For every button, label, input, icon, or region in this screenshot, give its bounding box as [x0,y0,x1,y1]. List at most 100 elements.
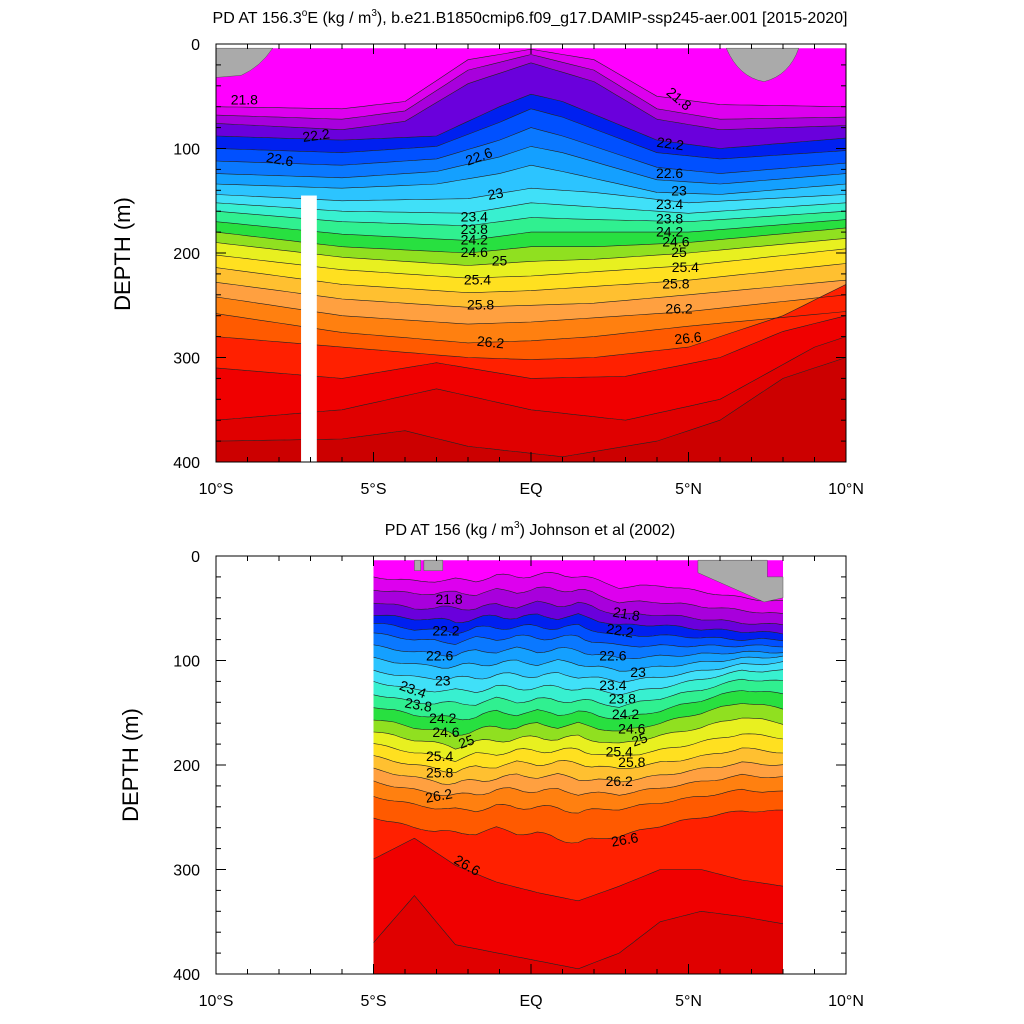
contour-label: 23 [630,664,646,680]
contour-band [216,294,846,343]
contour-label: 24.6 [662,234,689,250]
contour-line [215,336,847,421]
contour-label: 21.8 [231,92,258,108]
contour-label: 22.6 [265,149,295,170]
x-tick-label: 10°N [828,481,864,498]
y-tick-label: 400 [173,967,200,984]
contour-label: 23.8 [404,694,434,715]
contour-label: 24.6 [432,724,459,740]
contour-band [373,623,783,648]
contour-line [373,644,784,660]
contour-label: 25.8 [426,765,453,781]
contour-label: 25 [456,731,476,751]
contour-line [215,311,847,344]
contour-band [373,690,783,736]
x-tick-label: 5°S [361,993,387,1010]
contour-band [373,703,783,750]
contour-band [216,127,846,184]
contour-band [373,613,783,641]
contour-label: 25 [671,244,687,260]
contour-line [215,93,847,149]
contour-line [373,622,784,642]
contour-label: 25.8 [618,754,645,770]
contour-line [215,127,847,174]
y-tick-label: 300 [173,863,200,880]
contour-band [216,188,846,214]
contour-band [216,211,846,241]
contour-label: 26.2 [476,333,505,352]
contour-band [373,895,783,974]
contour-band [216,238,846,279]
y-axis-label: DEPTH (m) [110,197,135,311]
contour-label: 23.8 [609,690,636,706]
contour-label: 25.8 [662,276,689,292]
contour-label: 23.4 [599,677,626,693]
contour-line [373,895,784,970]
contour-band [216,248,846,293]
axes: 0 100 200 300 400 10°S 5°S EQ 5°N 10°N [173,37,864,498]
y-tick-label: 200 [173,246,200,263]
contour-label: 25 [629,729,649,749]
contour-band [373,838,783,969]
contour-label: 26.2 [665,301,692,317]
contour-band [373,747,783,785]
contour-line [373,600,784,626]
contour-label: 23 [486,184,504,202]
contour-band [216,219,846,253]
x-tick-label: EQ [519,481,542,498]
contour-band [373,644,783,672]
contour-label: 26.6 [674,328,703,347]
contour-band [373,560,783,601]
contour-line [373,613,784,635]
contour-line [373,632,784,648]
contour-band [373,656,783,683]
y-tick-label: 100 [173,654,200,671]
contour-label: 23.8 [656,211,683,227]
contour-band [216,94,846,159]
land-mask [215,47,274,78]
contour-label: 25.4 [426,748,453,764]
panel-observed: PD AT 156 (kg / m3) Johnson et al (2002)… [118,520,864,1010]
panel-model: PD AT 156.3oE (kg / m3), b.e21.B1850cmip… [110,8,864,498]
x-tick-label: 10°S [199,481,234,498]
contour-line [373,586,784,614]
contour-band [373,789,783,843]
contour-band [373,669,783,708]
contour-line [373,655,784,672]
contour-line [215,294,847,325]
x-tick-label: EQ [519,993,542,1010]
land-mask [414,559,421,571]
contour-band [216,315,846,421]
contour-line [373,678,784,708]
contour-line [215,146,847,185]
contour-line [373,733,784,762]
x-tick-label: 5°S [361,481,387,498]
y-tick-label: 200 [173,758,200,775]
contour-label: 22.2 [656,134,685,154]
contour-label: 25.4 [606,744,633,760]
contour-band [216,146,846,195]
contour-label: 24.6 [461,244,488,260]
panel-title: PD AT 156.3oE (kg / m3), b.e21.B1850cmip… [213,8,848,27]
missing-data-column [301,195,317,462]
contour-label: 22.6 [599,648,626,664]
contour-line [373,717,784,750]
contour-label: 22.2 [605,620,635,641]
contour-line [215,62,847,131]
contour-line [373,703,784,736]
contour-line [373,809,784,844]
x-tick-label: 5°N [675,481,702,498]
contour-line [373,773,784,796]
y-tick-label: 0 [191,37,200,54]
contour-line [373,661,784,683]
contour-label: 23.4 [461,209,488,225]
contour-label: 26.2 [606,773,633,789]
contour-band [216,357,846,462]
contour-line [215,202,847,214]
contour-line [215,263,847,294]
contour-band [373,761,783,796]
y-tick-label: 400 [173,455,200,472]
contour-line [215,164,847,195]
contour-band [216,62,846,149]
